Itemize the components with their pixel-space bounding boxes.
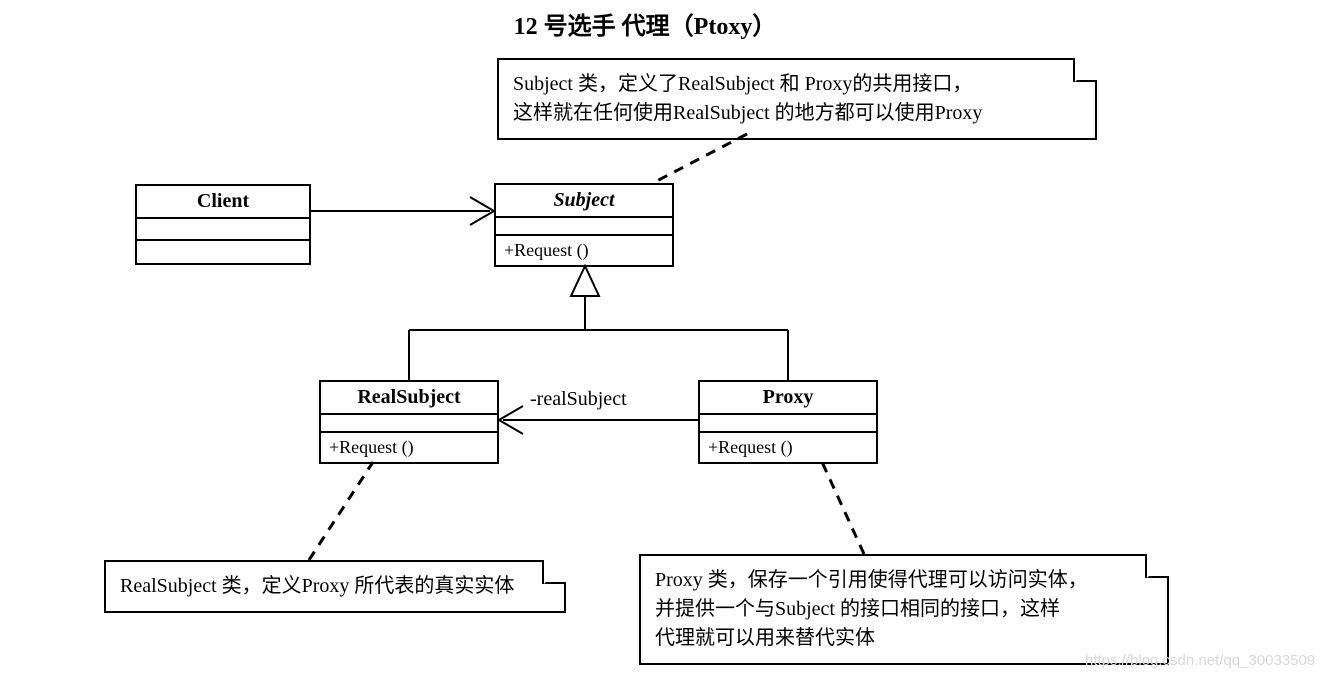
class-realsubject-name: RealSubject [321, 382, 497, 415]
note-fold-icon [542, 560, 566, 584]
class-realsubject-ops: +Request () [321, 433, 497, 462]
class-client-name: Client [137, 186, 309, 219]
note-subject-text: Subject 类，定义了RealSubject 和 Proxy的共用接口， 这… [513, 73, 982, 124]
class-client-ops [137, 241, 309, 263]
class-subject-name: Subject [496, 185, 672, 218]
class-client-attrs [137, 219, 309, 241]
class-proxy-name: Proxy [700, 382, 876, 415]
note-fold-icon [1145, 554, 1169, 578]
class-proxy: Proxy +Request () [698, 380, 878, 464]
class-subject-attrs [496, 218, 672, 236]
anchor-proxy [822, 462, 864, 554]
note-proxy: Proxy 类，保存一个引用使得代理可以访问实体， 并提供一个与Subject … [639, 554, 1169, 665]
edge-generalization [409, 266, 788, 380]
note-realsubject-text: RealSubject 类，定义Proxy 所代表的真实实体 [120, 575, 514, 597]
class-proxy-ops: +Request () [700, 433, 876, 462]
class-realsubject-attrs [321, 415, 497, 433]
anchor-realsubject [309, 462, 373, 560]
note-subject: Subject 类，定义了RealSubject 和 Proxy的共用接口， 这… [497, 58, 1097, 140]
class-proxy-attrs [700, 415, 876, 433]
watermark-text: https://blog.csdn.net/qq_30033509 [1085, 652, 1315, 669]
diagram-title: 12 号选手 代理（Ptoxy） [455, 6, 835, 41]
class-subject-ops: +Request () [496, 236, 672, 265]
edge-client-subject [311, 197, 494, 225]
note-proxy-text: Proxy 类，保存一个引用使得代理可以访问实体， 并提供一个与Subject … [655, 569, 1088, 649]
assoc-label-realsubject: -realSubject [530, 388, 627, 411]
note-fold-icon [1073, 58, 1097, 82]
class-realsubject: RealSubject +Request () [319, 380, 499, 464]
anchor-subject [653, 134, 747, 183]
class-subject: Subject +Request () [494, 183, 674, 267]
note-realsubject: RealSubject 类，定义Proxy 所代表的真实实体 [104, 560, 566, 613]
class-client: Client [135, 184, 311, 265]
